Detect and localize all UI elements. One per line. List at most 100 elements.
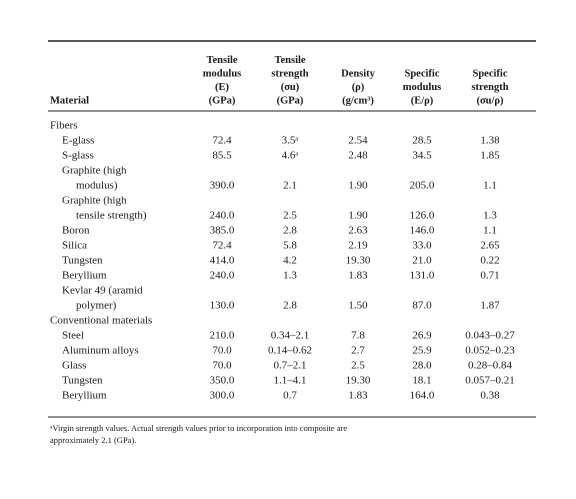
footnote: approximately 2.1 (GPa). <box>50 435 136 445</box>
material-name: Tungsten <box>62 375 103 387</box>
cell-value: 72.4 <box>212 240 232 252</box>
header-text: (E/ρ) <box>411 95 434 106</box>
material-name: polymer) <box>76 300 117 312</box>
material-name: Graphite (high <box>62 165 127 177</box>
cell-value: 1.83 <box>348 390 368 402</box>
footnote: ᵃVirgin strength values. Actual strength… <box>50 423 347 433</box>
material-name: Silica <box>62 240 87 252</box>
cell-value: 1.83 <box>348 270 368 282</box>
material-name: Boron <box>62 225 90 237</box>
header-text: Tensile <box>206 55 237 66</box>
cell-value: 350.0 <box>210 375 235 387</box>
cell-value: 300.0 <box>210 390 235 402</box>
cell-value: 26.9 <box>412 330 432 342</box>
cell-value: 0.22 <box>480 255 499 267</box>
cell-value: 240.0 <box>210 210 235 222</box>
cell-value: 87.0 <box>412 300 432 312</box>
cell-value: 1.1–4.1 <box>274 375 307 387</box>
section-label: Conventional materials <box>50 315 152 327</box>
cell-value: 1.1 <box>483 180 497 192</box>
cell-value: 3.5ᵃ <box>282 135 299 147</box>
cell-value: 2.7 <box>351 345 365 357</box>
cell-value: 72.4 <box>212 135 232 147</box>
cell-value: 131.0 <box>410 270 435 282</box>
material-name: modulus) <box>76 180 118 192</box>
cell-value: 33.0 <box>412 240 432 252</box>
cell-value: 1.3 <box>483 210 497 222</box>
header-text: (σu/ρ) <box>476 95 504 106</box>
cell-value: 1.90 <box>348 180 368 192</box>
header-text: (ρ) <box>352 82 365 93</box>
cell-value: 1.90 <box>348 210 368 222</box>
cell-value: 2.65 <box>480 240 500 252</box>
cell-value: 7.8 <box>351 330 365 342</box>
cell-value: 70.0 <box>212 345 232 357</box>
header-text: Specific <box>473 68 508 79</box>
cell-value: 70.0 <box>212 360 232 372</box>
header-text: strength <box>471 82 508 93</box>
header-text: (GPa) <box>277 95 304 106</box>
cell-value: 2.8 <box>283 300 297 312</box>
header-text: (g/cm³) <box>342 95 374 106</box>
cell-value: 385.0 <box>210 225 235 237</box>
cell-value: 2.54 <box>348 135 368 147</box>
material-name: E-glass <box>62 135 94 147</box>
cell-value: 0.057–0.21 <box>465 375 515 387</box>
cell-value: 1.50 <box>348 300 368 312</box>
cell-value: 146.0 <box>410 225 435 237</box>
cell-value: 85.5 <box>212 150 232 162</box>
header-text: modulus <box>403 82 442 93</box>
material-name: Steel <box>62 330 84 342</box>
material-name: Tungsten <box>62 255 103 267</box>
cell-value: 130.0 <box>210 300 235 312</box>
cell-value: 2.48 <box>348 150 368 162</box>
cell-value: 164.0 <box>410 390 435 402</box>
cell-value: 0.38 <box>480 390 500 402</box>
cell-value: 4.2 <box>283 255 297 267</box>
header-text: Specific <box>405 68 440 79</box>
material-name: Aluminum alloys <box>62 345 139 357</box>
cell-value: 2.8 <box>283 225 297 237</box>
cell-value: 5.8 <box>283 240 297 252</box>
cell-value: 1.1 <box>483 225 497 237</box>
cell-value: 240.0 <box>210 270 235 282</box>
cell-value: 0.34–2.1 <box>271 330 310 342</box>
cell-value: 0.71 <box>480 270 499 282</box>
cell-value: 18.1 <box>412 375 431 387</box>
cell-value: 390.0 <box>210 180 235 192</box>
material-name: Kevlar 49 (aramid <box>62 285 143 297</box>
cell-value: 0.043–0.27 <box>465 330 515 342</box>
cell-value: 19.30 <box>346 375 371 387</box>
material-name: S-glass <box>62 150 94 162</box>
cell-value: 0.7–2.1 <box>274 360 307 372</box>
header-text: Material <box>50 95 89 106</box>
cell-value: 28.5 <box>412 135 432 147</box>
cell-value: 4.6ᵃ <box>282 150 299 162</box>
cell-value: 1.3 <box>283 270 297 282</box>
cell-value: 1.38 <box>480 135 500 147</box>
cell-value: 0.28–0.84 <box>468 360 513 372</box>
material-name: Beryllium <box>62 390 107 402</box>
header-text: modulus <box>203 68 242 79</box>
cell-value: 1.85 <box>480 150 500 162</box>
cell-value: 1.87 <box>480 300 500 312</box>
cell-value: 2.5 <box>351 360 365 372</box>
material-name: Graphite (high <box>62 195 127 207</box>
section-label: Fibers <box>50 120 78 132</box>
header-text: Tensile <box>274 55 305 66</box>
cell-value: 2.5 <box>283 210 297 222</box>
header-text: Density <box>341 68 376 79</box>
cell-value: 2.19 <box>348 240 368 252</box>
cell-value: 2.1 <box>283 180 297 192</box>
material-name: tensile strength) <box>76 210 147 222</box>
cell-value: 0.052–0.23 <box>465 345 515 357</box>
header-text: (σu) <box>281 82 300 93</box>
header-text: (E) <box>215 82 230 93</box>
material-name: Glass <box>62 360 86 372</box>
material-name: Beryllium <box>62 270 107 282</box>
cell-value: 34.5 <box>412 150 432 162</box>
header-text: (GPa) <box>209 95 236 106</box>
cell-value: 28.0 <box>412 360 432 372</box>
